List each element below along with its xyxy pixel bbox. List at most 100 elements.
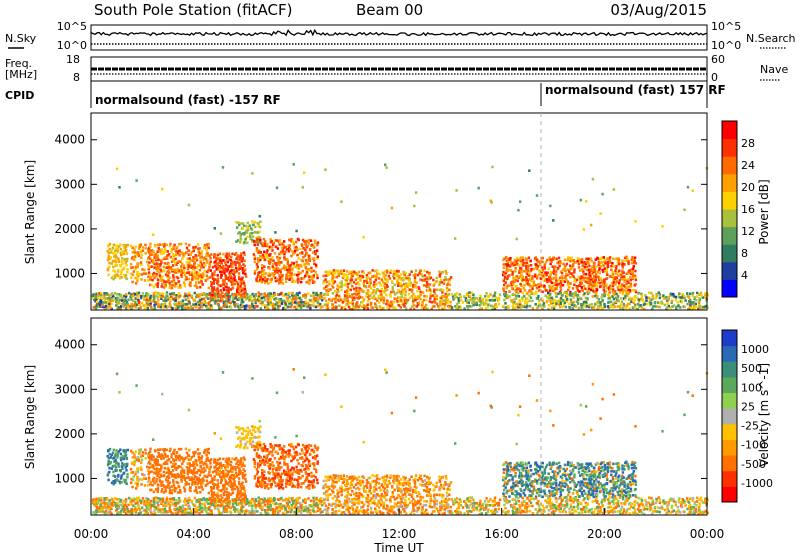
heatmap-cell	[345, 291, 349, 295]
heatmap-cell	[306, 253, 309, 256]
heatmap-cell	[126, 476, 129, 479]
heatmap-cell	[294, 296, 298, 300]
heatmap-cell	[107, 501, 110, 505]
heatmap-cell	[455, 295, 458, 299]
heatmap-cell	[388, 293, 392, 296]
heatmap-cell	[140, 454, 143, 458]
heatmap-cell	[294, 506, 297, 509]
heatmap-cell	[565, 296, 569, 300]
heatmap-cell	[147, 279, 150, 282]
heatmap-cell	[602, 285, 605, 289]
heatmap-cell	[569, 264, 572, 268]
heatmap-cell	[288, 267, 291, 271]
heatmap-cell	[156, 266, 159, 269]
heatmap-cell	[162, 257, 166, 261]
heatmap-cell	[164, 462, 167, 465]
heatmap-cell	[611, 262, 614, 265]
heatmap-cell	[106, 293, 109, 296]
heatmap-cell	[285, 501, 289, 505]
heatmap-cell	[113, 464, 116, 468]
heatmap-cell	[159, 473, 162, 477]
heatmap-cell	[502, 263, 505, 266]
heatmap-cell	[371, 306, 374, 309]
heatmap-cell	[277, 260, 281, 264]
heatmap-cell	[597, 275, 600, 279]
heatmap-cell	[618, 269, 621, 273]
heatmap-cell	[133, 248, 136, 251]
heatmap-cell	[551, 271, 555, 274]
heatmap-cell	[339, 269, 343, 273]
heatmap-cell	[254, 504, 258, 507]
heatmap-cell	[155, 499, 158, 503]
heatmap-cell	[378, 281, 381, 284]
heatmap-cell	[395, 297, 398, 301]
heatmap-cell	[555, 280, 558, 283]
heatmap-cell	[119, 307, 122, 310]
heatmap-cell	[380, 287, 384, 291]
heatmap-cell	[414, 286, 418, 289]
heatmap-cell	[279, 278, 282, 281]
heatmap-cell	[165, 497, 169, 501]
heatmap-cell	[233, 276, 236, 280]
heatmap-cell	[440, 299, 443, 302]
heatmap-cell	[142, 509, 145, 512]
heatmap-cell	[164, 250, 167, 253]
heatmap-cell	[570, 267, 573, 270]
heatmap-cell	[447, 279, 451, 283]
heatmap-cell	[645, 297, 648, 301]
heatmap-cell	[283, 266, 286, 270]
heatmap-cell	[240, 506, 243, 510]
heatmap-cell	[168, 244, 172, 248]
heatmap-cell	[428, 271, 431, 275]
heatmap-cell	[165, 291, 169, 294]
heatmap-cell	[316, 499, 319, 502]
heatmap-cell	[115, 478, 118, 481]
heatmap-cell	[412, 285, 415, 289]
heatmap-cell	[156, 285, 159, 289]
heatmap-cell	[415, 281, 418, 284]
heatmap-cell	[354, 304, 358, 308]
heatmap-cell	[278, 274, 281, 277]
heatmap-cell	[268, 262, 271, 265]
heatmap-cell	[178, 508, 181, 512]
heatmap-cell	[183, 266, 186, 270]
heatmap-cell	[288, 295, 291, 299]
heatmap-cell	[200, 273, 203, 277]
heatmap-cell	[136, 279, 139, 283]
heatmap-cell	[286, 266, 290, 269]
heatmap-cell	[229, 274, 232, 278]
heatmap-cell	[207, 268, 210, 272]
heatmap-cell	[286, 262, 289, 266]
heatmap-cell	[292, 506, 295, 510]
heatmap-cell	[604, 290, 608, 293]
heatmap-cell	[244, 231, 247, 234]
heatmap-cell	[675, 305, 678, 309]
heatmap-cell	[124, 293, 128, 296]
heatmap-cell	[368, 271, 372, 274]
heatmap-cell	[292, 294, 295, 298]
heatmap-cell	[135, 179, 138, 182]
heatmap-cell	[644, 294, 647, 297]
heatmap-cell	[271, 507, 275, 511]
heatmap-cell	[597, 300, 600, 304]
heatmap-cell	[574, 280, 578, 283]
power-ylabel: Slant Range [km]	[23, 160, 37, 264]
heatmap-cell	[254, 506, 257, 510]
heatmap-cell	[528, 169, 531, 172]
heatmap-cell	[586, 288, 590, 292]
heatmap-cell	[146, 300, 149, 304]
heatmap-cell	[344, 282, 347, 286]
heatmap-cell	[327, 301, 330, 305]
heatmap-cell	[564, 276, 567, 280]
heatmap-cell	[139, 511, 142, 514]
heatmap-cell	[156, 474, 159, 477]
heatmap-cell	[114, 292, 117, 295]
heatmap-cell	[535, 263, 538, 266]
heatmap-cell	[122, 266, 126, 270]
heatmap-cell	[468, 291, 471, 294]
heatmap-cell	[213, 302, 217, 305]
heatmap-cell	[251, 507, 254, 511]
heatmap-cell	[186, 471, 189, 474]
heatmap-cell	[172, 254, 176, 258]
heatmap-cell	[269, 500, 272, 503]
